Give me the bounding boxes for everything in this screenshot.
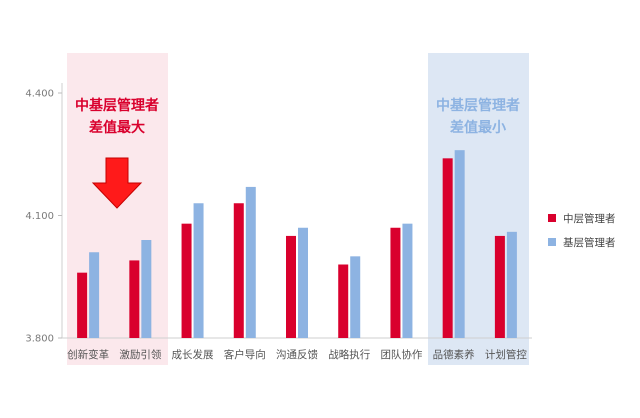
bar-middle-3 xyxy=(233,203,244,338)
bar-middle-5 xyxy=(338,264,349,338)
x-category-label: 客户导向 xyxy=(224,348,266,361)
bar-middle-7 xyxy=(442,158,453,338)
bar-grassroots-8 xyxy=(506,231,517,338)
bar-grassroots-2 xyxy=(193,203,204,338)
y-tick-label: 4.400 xyxy=(25,89,54,100)
down-arrow-icon xyxy=(91,157,143,209)
bar-grassroots-3 xyxy=(245,186,256,338)
bar-middle-0 xyxy=(77,272,88,338)
legend-label-middle-managers: 中层管理者 xyxy=(563,212,616,225)
y-tick-label: 4.100 xyxy=(25,211,54,222)
x-category-label: 团队协作 xyxy=(380,348,422,361)
annotation-max-line1: 中基层管理者 xyxy=(75,97,159,114)
x-category-label: 计划管控 xyxy=(485,348,527,361)
legend-swatch-grassroots-managers xyxy=(548,238,556,246)
x-category-label: 成长发展 xyxy=(172,348,214,361)
bar-middle-6 xyxy=(390,227,401,338)
x-category-label: 战略执行 xyxy=(328,348,370,361)
bar-grassroots-1 xyxy=(141,240,152,338)
annotation-min-line1: 中基层管理者 xyxy=(436,97,520,114)
bar-grassroots-4 xyxy=(298,227,308,338)
x-category-label: 沟通反馈 xyxy=(276,348,318,361)
bar-grassroots-6 xyxy=(402,223,413,338)
x-category-label: 品德素养 xyxy=(433,348,475,361)
bar-middle-2 xyxy=(181,223,192,338)
x-category-label: 创新变革 xyxy=(67,348,109,361)
y-tick-label: 3.800 xyxy=(25,334,54,345)
bar-middle-4 xyxy=(286,235,296,338)
legend-label-grassroots-managers: 基层管理者 xyxy=(563,236,616,249)
annotation-max-line2: 差值最大 xyxy=(89,119,145,136)
bar-middle-8 xyxy=(494,235,505,338)
bar-grassroots-7 xyxy=(454,150,465,338)
annotation-min-line2: 差值最小 xyxy=(450,119,506,136)
bar-middle-1 xyxy=(129,260,140,338)
legend-swatch-middle-managers xyxy=(548,214,556,222)
bar-grassroots-0 xyxy=(89,252,100,338)
bar-grassroots-5 xyxy=(350,256,361,338)
x-category-label: 激励引领 xyxy=(119,348,161,361)
